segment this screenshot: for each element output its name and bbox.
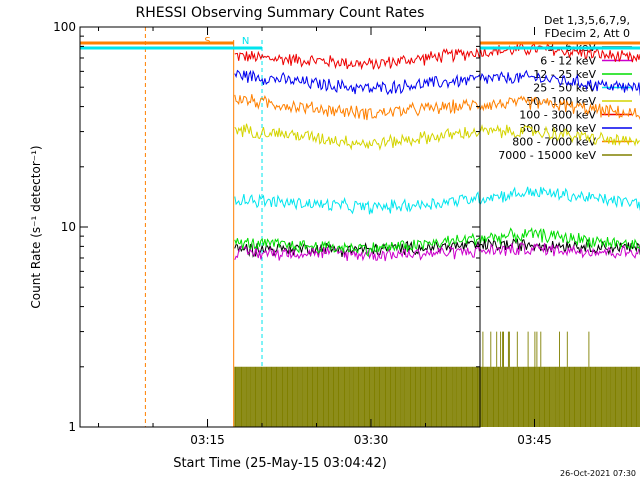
x-tick-label: 03:15 [190,433,225,447]
legend-label-100-300-kev: 100 - 300 keV [519,109,596,122]
series-line-100-300-kev [234,42,640,71]
y-tick-label: 1 [68,420,76,434]
x-tick-label: 03:45 [517,433,552,447]
series-group [234,42,640,427]
orbit-bars [80,41,640,50]
series-line-25-50-kev [234,186,640,215]
series-line-7000-15000-kev [234,331,640,427]
legend-label-6-12-kev: 6 - 12 keV [540,55,596,68]
top-marker-s: S [204,36,210,47]
legend-header-line-2: FDecim 2, Att 0 [545,27,630,40]
series-line-50-100-kev [234,123,640,151]
legend-label-12-25-kev: 12 - 25 keV [533,68,596,81]
series-line-800-7000-kev [234,94,640,121]
legend-header-line-1: Det 1,3,5,6,7,9, [544,14,630,27]
y-axis-label: Count Rate (s⁻¹ detector⁻¹) [29,145,43,308]
top-marker-n: N [242,36,249,47]
chart-title: RHESSI Observing Summary Count Rates [136,5,425,21]
event-markers [144,27,263,427]
series-line-300-800-kev [234,69,640,96]
y-tick-label: 10 [61,220,76,234]
series-line-12-25-kev [234,226,640,258]
legend: Det 1,3,5,6,7,9, FDecim 2, Att 0 3 - 6 k… [498,14,632,162]
x-axis-label: Start Time (25-May-15 03:04:42) [173,456,387,471]
timestamp: 26-Oct-2021 07:30 [560,469,636,478]
legend-label-800-7000-kev: 800 - 7000 keV [512,136,596,149]
x-tick-label: 03:30 [354,433,389,447]
legend-label-7000-15000-kev: 7000 - 15000 keV [498,149,596,162]
y-tick-label: 100 [53,20,76,34]
